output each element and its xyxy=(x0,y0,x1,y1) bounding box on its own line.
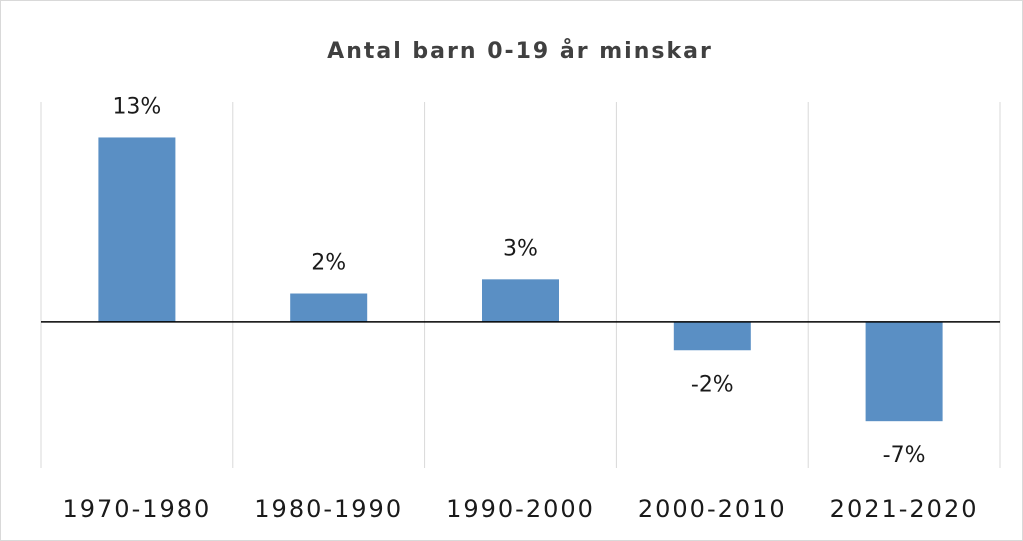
value-label: 2% xyxy=(311,251,346,276)
value-label: -2% xyxy=(691,372,734,397)
x-tick-label: 1970-1980 xyxy=(62,495,211,523)
bar xyxy=(290,293,368,322)
x-tick-label: 2021-2020 xyxy=(830,495,979,523)
value-label: 3% xyxy=(503,236,538,261)
x-tick-label: 1980-1990 xyxy=(254,495,403,523)
bar xyxy=(865,321,943,422)
value-label: 13% xyxy=(112,94,161,119)
x-tick-label: 1990-2000 xyxy=(446,495,595,523)
value-label: -7% xyxy=(883,443,926,468)
bar xyxy=(98,137,176,322)
chart-title: Antal barn 0-19 år minskar xyxy=(327,38,713,64)
x-tick-label: 2000-2010 xyxy=(638,495,787,523)
bar xyxy=(482,279,559,322)
bar xyxy=(673,321,751,351)
